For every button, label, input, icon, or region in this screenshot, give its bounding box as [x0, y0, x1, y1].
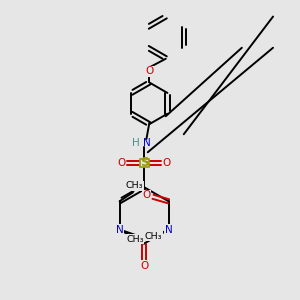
Text: CH₃: CH₃ [145, 232, 162, 241]
Text: N: N [116, 224, 124, 235]
Text: O: O [145, 66, 154, 76]
Text: N: N [165, 224, 172, 235]
Text: O: O [142, 190, 151, 200]
Text: O: O [162, 158, 170, 168]
Text: O: O [140, 261, 148, 271]
Text: CH₃: CH₃ [126, 181, 143, 190]
FancyBboxPatch shape [140, 159, 148, 166]
Text: H: H [133, 139, 140, 148]
Text: N: N [142, 139, 150, 148]
Text: O: O [118, 158, 126, 168]
Text: S: S [140, 156, 148, 169]
Text: CH₃: CH₃ [126, 235, 144, 244]
